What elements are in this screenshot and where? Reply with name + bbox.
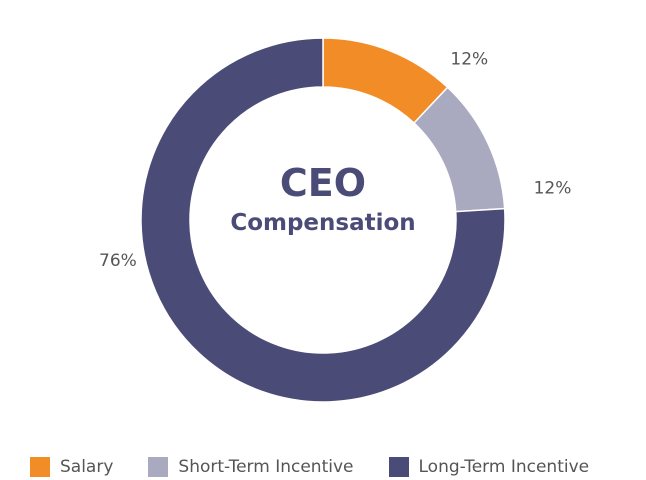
donut-slices	[140, 37, 506, 403]
legend-item-short-term-incentive: Short-Term Incentive	[148, 457, 354, 477]
legend-label-salary: Salary	[60, 457, 114, 477]
slice-label-long-term-incentive: 76%	[99, 251, 137, 271]
legend-item-long-term-incentive: Long-Term Incentive	[388, 457, 590, 477]
slice-label-salary: 12%	[450, 50, 488, 70]
chart-subtitle: Compensation	[230, 210, 415, 236]
legend-item-salary: Salary	[30, 457, 113, 477]
legend-label-long-term-incentive: Long-Term Incentive	[418, 457, 590, 477]
legend-label-short-term-incentive: Short-Term Incentive	[178, 457, 354, 477]
chart-legend: Salary Short-Term Incentive Long-Term In…	[30, 454, 589, 480]
legend-swatch-long-term-incentive	[388, 457, 409, 477]
chart-title: CEO	[280, 161, 366, 205]
slice-label-short-term-incentive: 12%	[534, 179, 572, 199]
legend-swatch-salary	[30, 457, 50, 477]
slice-labels: 12% 12% 76%	[99, 50, 571, 271]
slice-long-term-incentive	[140, 37, 506, 403]
donut-chart: CEO Compensation 12% 12% 76%	[99, 37, 571, 403]
legend-swatch-short-term-incentive	[148, 457, 169, 477]
